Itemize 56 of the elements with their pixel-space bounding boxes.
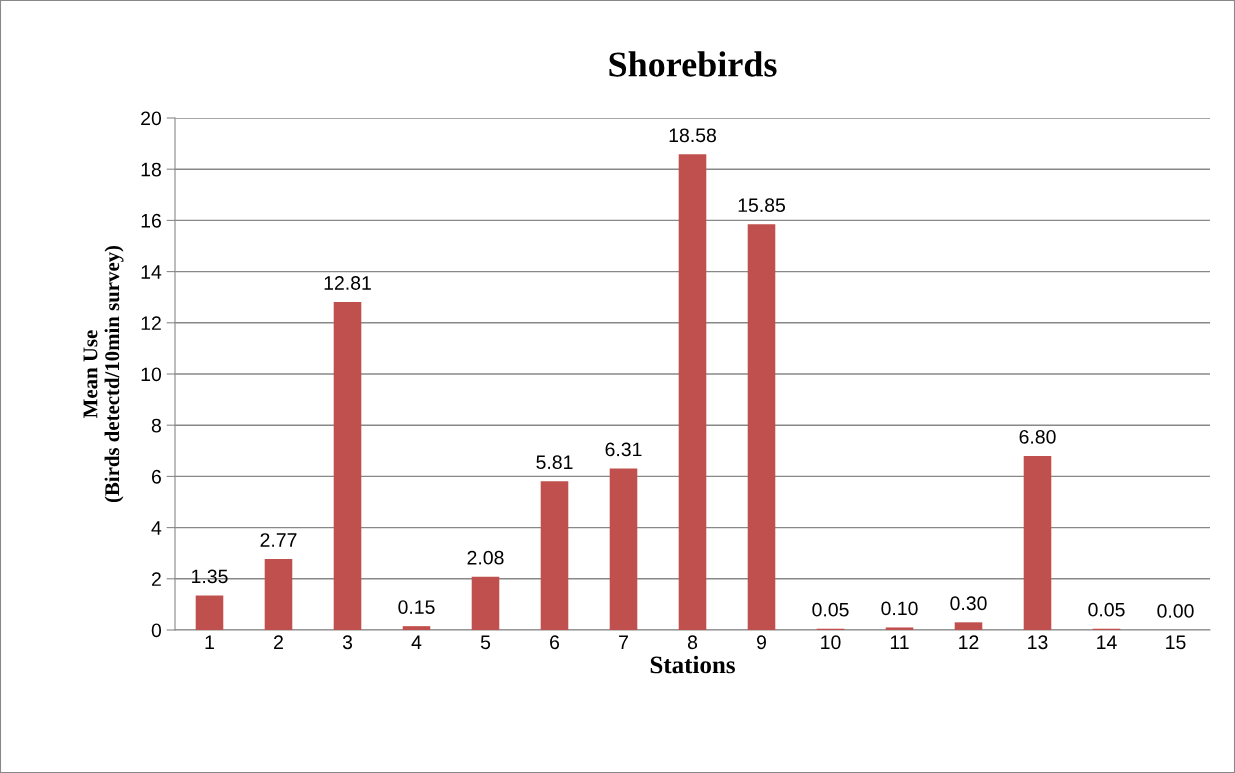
data-label: 1.35 (192, 569, 228, 584)
data-label: 5.81 (536, 455, 573, 470)
data-label: 0.30 (950, 596, 987, 611)
bar (678, 154, 707, 630)
y-tick-label: 8 (151, 418, 161, 433)
x-tick-label: 4 (411, 635, 422, 649)
y-tick-label: 10 (141, 367, 162, 382)
x-tick-label: 6 (550, 635, 560, 650)
x-axis-title: Stations (650, 655, 735, 674)
bar (471, 576, 500, 630)
data-label: 0.05 (812, 602, 849, 617)
x-tick-label: 8 (687, 635, 698, 650)
y-tick-label: 16 (141, 213, 161, 228)
bar (333, 302, 362, 630)
bar (1023, 455, 1052, 630)
x-tick-label: 11 (890, 635, 909, 649)
data-label: 2.77 (260, 533, 297, 547)
x-tick-label: 2 (274, 635, 283, 649)
bar (402, 626, 431, 630)
x-tick-label: 1 (205, 635, 214, 649)
chart-title: Shorebirds (609, 51, 777, 77)
x-tick-label: 5 (480, 635, 491, 650)
x-tick-label: 9 (757, 635, 766, 650)
data-label: 6.31 (605, 442, 642, 457)
y-tick-label: 4 (151, 521, 162, 535)
bar (747, 224, 776, 630)
y-tick-label: 12 (141, 316, 161, 330)
x-tick-label: 3 (342, 635, 353, 650)
x-tick-label: 13 (1028, 635, 1048, 650)
y-tick-label: 2 (151, 572, 161, 586)
data-label: 0.10 (881, 601, 918, 616)
x-tick-label: 14 (1097, 635, 1117, 649)
y-tick-label: 14 (141, 265, 162, 279)
x-tick-label: 7 (619, 635, 628, 649)
x-tick-label: 10 (821, 635, 841, 650)
bar (540, 481, 569, 630)
data-label: 0.00 (1157, 604, 1194, 618)
bar (954, 622, 983, 630)
data-label: 2.08 (467, 550, 504, 565)
y-tick-label: 0 (151, 623, 162, 638)
y-axis-title: Mean Use (Birds detectd/10min survey) (83, 245, 124, 503)
x-tick-label: 12 (959, 635, 979, 649)
data-label: 0.05 (1088, 602, 1125, 617)
y-tick-label: 20 (141, 111, 162, 126)
data-label: 15.85 (738, 198, 786, 213)
data-label: 12.81 (324, 276, 371, 290)
y-tick-label: 6 (151, 469, 161, 484)
data-label: 6.80 (1019, 429, 1056, 444)
x-tick-label: 15 (1166, 635, 1186, 650)
bar (264, 559, 293, 630)
bar (885, 627, 914, 630)
data-label: 0.15 (398, 600, 435, 614)
data-label: 18.58 (669, 128, 716, 143)
bar (609, 468, 638, 630)
bar (195, 595, 224, 630)
y-tick-label: 18 (141, 162, 161, 177)
